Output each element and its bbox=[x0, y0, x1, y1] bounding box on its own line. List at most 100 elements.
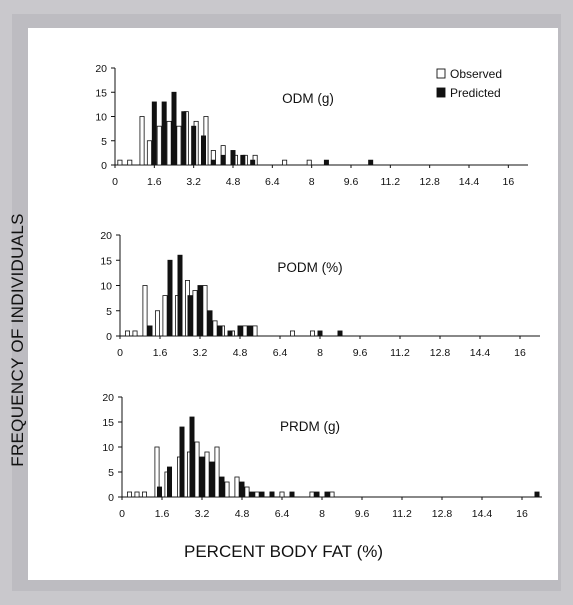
observed-bar bbox=[254, 491, 260, 498]
x-tick-label: 8 bbox=[309, 176, 315, 188]
predicted-bar bbox=[227, 330, 233, 337]
predicted-bar bbox=[200, 135, 206, 166]
x-tick-label: 11.2 bbox=[380, 176, 400, 188]
y-tick-label: 20 bbox=[100, 230, 112, 242]
predicted-bar bbox=[167, 259, 173, 337]
predicted-bar bbox=[230, 150, 236, 166]
x-tick-label: 6.4 bbox=[273, 347, 288, 359]
predicted-bar bbox=[156, 486, 162, 498]
observed-bar bbox=[117, 159, 123, 166]
predicted-bar bbox=[220, 154, 226, 166]
x-tick-label: 9.6 bbox=[355, 508, 370, 520]
predicted-bar bbox=[166, 466, 172, 498]
x-tick-label: 12.8 bbox=[430, 347, 451, 359]
figure-x-axis-label: PERCENT BODY FAT (%) bbox=[184, 542, 384, 561]
observed-bar bbox=[234, 476, 240, 498]
predicted-bar bbox=[207, 310, 213, 337]
observed-bar bbox=[289, 330, 295, 337]
x-tick-label: 14.4 bbox=[470, 347, 491, 359]
x-tick-label: 1.6 bbox=[147, 176, 162, 188]
predicted-bar bbox=[197, 285, 203, 337]
observed-bar bbox=[127, 491, 133, 498]
predicted-bar bbox=[324, 491, 330, 498]
predicted-bar bbox=[323, 159, 329, 166]
x-tick-label: 8 bbox=[319, 508, 325, 520]
x-tick-label: 9.6 bbox=[344, 176, 359, 188]
y-tick-label: 15 bbox=[102, 417, 114, 429]
observed-bar bbox=[166, 120, 172, 166]
observed-bar bbox=[309, 330, 315, 337]
x-tick-label: 0 bbox=[119, 508, 125, 520]
x-tick-label: 4.8 bbox=[233, 347, 248, 359]
x-tick-label: 12.8 bbox=[432, 508, 453, 520]
x-tick-label: 3.2 bbox=[186, 176, 201, 188]
x-tick-label: 16 bbox=[502, 176, 514, 188]
observed-bar bbox=[176, 125, 182, 166]
x-tick-label: 16 bbox=[514, 347, 526, 359]
x-tick-label: 8 bbox=[317, 347, 323, 359]
observed-bar bbox=[204, 451, 210, 498]
observed-bar bbox=[224, 481, 230, 498]
observed-bar bbox=[146, 140, 152, 166]
predicted-bar bbox=[187, 295, 193, 337]
chart-title: PODM (%) bbox=[277, 260, 342, 275]
observed-bar bbox=[214, 446, 220, 498]
x-tick-label: 12.8 bbox=[419, 176, 440, 188]
x-tick-label: 3.2 bbox=[195, 508, 210, 520]
observed-bar bbox=[252, 325, 258, 337]
legend-predicted-swatch bbox=[436, 87, 446, 98]
x-tick-label: 14.4 bbox=[459, 176, 480, 188]
observed-bar bbox=[142, 285, 148, 337]
predicted-bar bbox=[239, 481, 245, 498]
predicted-bar bbox=[250, 159, 256, 166]
y-tick-label: 20 bbox=[95, 63, 107, 75]
x-tick-label: 16 bbox=[516, 508, 528, 520]
observed-bar bbox=[132, 330, 138, 337]
x-tick-label: 14.4 bbox=[472, 508, 493, 520]
y-tick-label: 20 bbox=[102, 392, 114, 404]
chart-title: PRDM (g) bbox=[280, 419, 340, 434]
predicted-bar bbox=[151, 101, 157, 166]
observed-bar bbox=[329, 491, 335, 498]
observed-bar bbox=[242, 325, 248, 337]
predicted-bar bbox=[209, 461, 215, 498]
predicted-bar bbox=[179, 426, 185, 498]
predicted-bar bbox=[269, 491, 275, 498]
y-tick-label: 0 bbox=[101, 160, 107, 172]
predicted-bar bbox=[189, 416, 195, 498]
predicted-bar bbox=[219, 476, 225, 498]
x-tick-label: 6.4 bbox=[275, 508, 290, 520]
legend-observed-label: Observed bbox=[450, 67, 502, 81]
observed-bar bbox=[125, 330, 131, 337]
predicted-bar bbox=[171, 91, 177, 166]
observed-bar bbox=[134, 491, 140, 498]
y-tick-label: 15 bbox=[95, 87, 107, 99]
observed-bar bbox=[139, 116, 145, 166]
predicted-bar bbox=[210, 159, 216, 166]
predicted-bar bbox=[249, 491, 255, 498]
x-tick-label: 0 bbox=[117, 347, 123, 359]
predicted-bar bbox=[289, 491, 295, 498]
observed-bar bbox=[127, 159, 133, 166]
observed-bar bbox=[156, 125, 162, 166]
predicted-bar bbox=[368, 159, 374, 166]
predicted-bar bbox=[314, 491, 320, 498]
y-tick-label: 5 bbox=[106, 306, 112, 318]
predicted-bar bbox=[317, 330, 323, 337]
observed-bar bbox=[309, 491, 315, 498]
predicted-bar bbox=[199, 456, 205, 498]
predicted-bar bbox=[259, 491, 265, 498]
figure-panel bbox=[28, 28, 558, 580]
predicted-bar bbox=[337, 330, 343, 337]
x-tick-label: 4.8 bbox=[235, 508, 250, 520]
y-tick-label: 5 bbox=[101, 136, 107, 148]
observed-bar bbox=[194, 441, 200, 498]
predicted-bar bbox=[181, 111, 187, 166]
predicted-bar bbox=[161, 101, 167, 166]
predicted-bar bbox=[217, 325, 223, 337]
y-tick-label: 5 bbox=[108, 467, 114, 479]
predicted-bar bbox=[240, 154, 246, 166]
x-tick-label: 0 bbox=[112, 176, 118, 188]
observed-bar bbox=[141, 491, 147, 498]
